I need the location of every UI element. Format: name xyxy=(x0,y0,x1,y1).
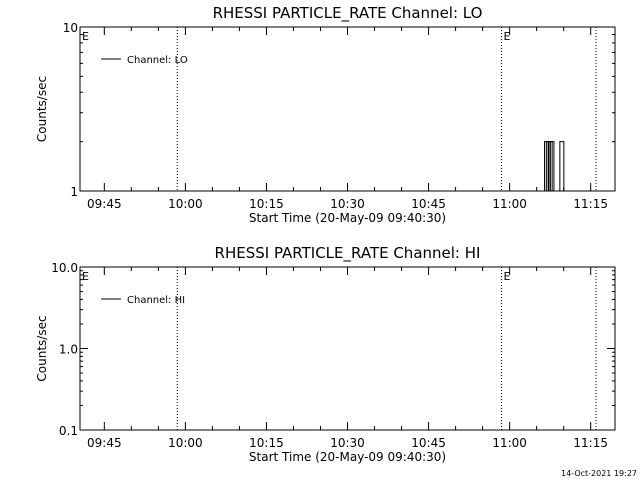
footer-timestamp: 14-Oct-2021 19:27 xyxy=(561,469,637,478)
x-tick-label: 10:30 xyxy=(330,197,365,211)
y-tick-label: 1 xyxy=(70,185,78,199)
chart-title: RHESSI PARTICLE_RATE Channel: LO xyxy=(213,4,483,23)
y-axis-label: Counts/sec xyxy=(35,315,49,381)
x-tick-label: 11:15 xyxy=(573,436,608,450)
chart-panel-1: RHESSI PARTICLE_RATE Channel: HI E E 0.1 1.0… xyxy=(35,244,616,464)
data-point xyxy=(559,141,565,191)
x-axis-label: Start Time (20-May-09 09:40:30) xyxy=(249,211,446,225)
y-tick-label: 0.1 xyxy=(59,424,78,438)
data-point xyxy=(549,141,555,191)
legend-label: Channel: HI xyxy=(127,295,185,306)
x-tick-label: 10:15 xyxy=(249,197,284,211)
plot-frame xyxy=(79,266,616,431)
x-tick-label: 11:00 xyxy=(492,436,527,450)
y-axis-label: Counts/sec xyxy=(35,76,49,142)
y-tick-label: 1.0 xyxy=(59,343,78,357)
event-marker-label: E xyxy=(82,30,89,43)
x-tick-label: 09:45 xyxy=(87,197,122,211)
y-tick-label: 10 xyxy=(63,21,78,35)
x-tick-label: 10:45 xyxy=(411,197,446,211)
x-tick-label: 10:00 xyxy=(168,197,203,211)
chart-panel-0: RHESSI PARTICLE_RATE Channel: LO E E 1 10 Cou… xyxy=(35,4,616,225)
event-marker-label: E xyxy=(504,30,511,43)
legend-label: Channel: LO xyxy=(127,55,188,66)
plot-frame xyxy=(79,26,616,192)
x-tick-label: 11:00 xyxy=(492,197,527,211)
x-tick-label: 10:00 xyxy=(168,436,203,450)
y-tick-label: 10.0 xyxy=(51,261,78,275)
event-marker-label: E xyxy=(82,270,89,283)
x-tick-label: 10:30 xyxy=(330,436,365,450)
event-marker-label: E xyxy=(504,270,511,283)
chart-title: RHESSI PARTICLE_RATE Channel: HI xyxy=(215,244,481,263)
x-tick-label: 10:15 xyxy=(249,436,284,450)
x-tick-label: 10:45 xyxy=(411,436,446,450)
x-tick-label: 11:15 xyxy=(573,197,608,211)
x-axis-label: Start Time (20-May-09 09:40:30) xyxy=(249,450,446,464)
x-tick-label: 09:45 xyxy=(87,436,122,450)
